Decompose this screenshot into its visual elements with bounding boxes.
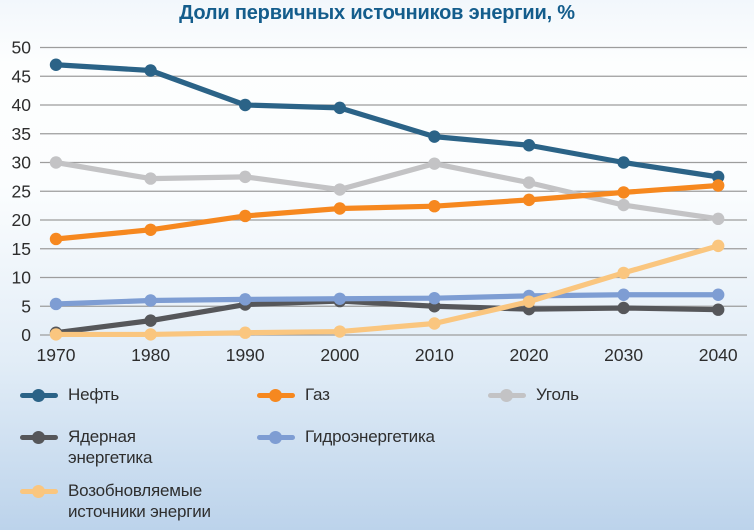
legend-label: Возобновляемые источники энергии <box>68 481 211 521</box>
data-point <box>712 212 725 226</box>
data-point <box>428 157 441 170</box>
data-point <box>333 101 346 115</box>
x-axis-tick-label: 2020 <box>510 345 549 365</box>
data-point <box>333 183 346 196</box>
legend-item-2: Газ <box>257 385 488 406</box>
legend-item-1: Нефть <box>20 385 257 406</box>
x-axis-tick-label: 2010 <box>415 345 454 365</box>
y-axis-tick-label: 35 <box>12 124 31 144</box>
data-point <box>428 130 441 143</box>
y-axis-tick-label: 15 <box>12 239 31 259</box>
x-axis-tick-label: 1980 <box>131 345 170 365</box>
x-axis-tick-label: 1990 <box>226 345 265 365</box>
data-point <box>239 209 252 223</box>
legend-item-6: Возобновляемые источники энергии <box>20 481 257 522</box>
legend-line-dot-marker <box>20 485 58 498</box>
data-point <box>712 170 725 184</box>
data-point <box>712 179 725 192</box>
data-point <box>144 223 157 236</box>
series-line-4 <box>53 298 721 336</box>
y-axis-tick-label: 40 <box>12 95 32 115</box>
legend-item-3: Уголь <box>488 385 754 406</box>
data-point <box>617 186 630 199</box>
data-point <box>333 325 346 338</box>
legend-label: Ядерная энергетика <box>68 427 153 467</box>
data-point <box>49 232 63 246</box>
y-axis-tick-label: 50 <box>12 38 32 58</box>
legend-label: Гидроэнергетика <box>305 427 435 446</box>
data-point <box>522 295 536 308</box>
y-axis-tick-label: 0 <box>21 325 31 345</box>
data-point <box>712 303 725 316</box>
legend-line-dot-marker <box>488 389 526 402</box>
data-point <box>239 326 252 339</box>
legend-item-5: Гидроэнергетика <box>257 427 488 448</box>
x-axis-tick-label: 2040 <box>699 345 738 365</box>
series-line-3 <box>53 159 721 222</box>
data-point <box>333 292 346 305</box>
chart-legend: Нефть Газ Уголь Ядерная энергетика Гидроэнер… <box>0 385 754 522</box>
data-point <box>239 98 252 112</box>
legend-label: Уголь <box>536 385 579 404</box>
x-axis-tick-label: 2030 <box>604 345 643 365</box>
legend-line-dot-marker <box>257 431 295 444</box>
data-point <box>617 301 630 315</box>
chart-title: Доли первичных источников энергии, % <box>179 2 575 24</box>
data-point <box>49 156 63 169</box>
data-point <box>522 176 536 189</box>
legend-line-dot-marker <box>257 389 295 402</box>
y-axis-tick-label: 20 <box>12 210 32 230</box>
y-axis-tick-label: 10 <box>12 268 32 288</box>
x-axis-tick-label: 1970 <box>37 345 76 365</box>
data-point <box>144 314 157 327</box>
data-point <box>522 193 536 207</box>
series-line-6 <box>53 243 721 338</box>
data-point <box>712 239 725 253</box>
data-point <box>617 266 630 280</box>
data-point <box>617 198 630 212</box>
data-point <box>428 200 441 213</box>
legend-line-dot-marker <box>20 389 58 402</box>
legend-item-4: Ядерная энергетика <box>20 427 257 468</box>
data-point <box>333 202 346 215</box>
data-point <box>49 297 63 311</box>
y-axis-tick-label: 25 <box>12 181 31 201</box>
data-point <box>239 293 252 306</box>
data-point <box>522 139 536 152</box>
data-point <box>49 328 63 341</box>
series-line-1 <box>53 62 721 180</box>
legend-line-dot-marker <box>20 431 58 444</box>
series-line-2 <box>53 182 721 242</box>
series-line-5 <box>53 292 721 307</box>
data-point <box>144 172 157 185</box>
data-point <box>144 294 157 307</box>
data-point <box>712 288 725 301</box>
data-point <box>49 58 63 71</box>
data-point <box>617 288 630 301</box>
data-point <box>617 156 630 169</box>
y-axis-tick-label: 45 <box>12 66 31 86</box>
data-point <box>144 328 157 341</box>
x-axis-tick-label: 2000 <box>320 345 359 365</box>
data-point <box>428 317 441 330</box>
data-point <box>239 170 252 184</box>
legend-label: Нефть <box>68 385 119 404</box>
data-point <box>428 292 441 305</box>
y-axis-tick-label: 30 <box>12 153 32 173</box>
data-point <box>144 64 157 77</box>
legend-label: Газ <box>305 385 330 404</box>
y-axis-tick-label: 5 <box>21 296 31 316</box>
